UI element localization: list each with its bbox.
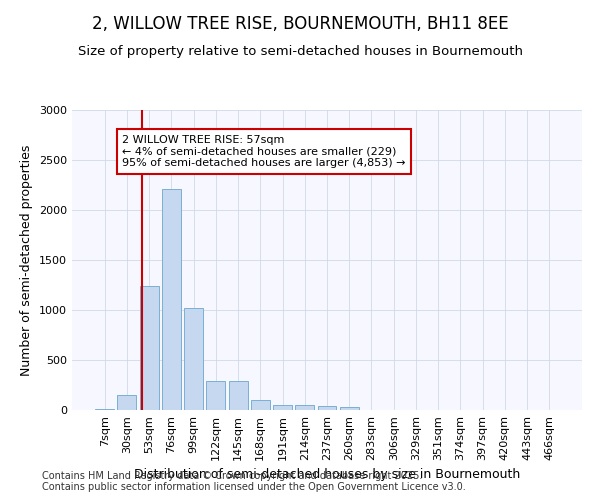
Y-axis label: Number of semi-detached properties: Number of semi-detached properties [20,144,34,376]
Bar [118,394,136,410]
Bar [340,407,359,410]
Text: 2, WILLOW TREE RISE, BOURNEMOUTH, BH11 8EE: 2, WILLOW TREE RISE, BOURNEMOUTH, BH11 8… [92,15,508,33]
Bar [184,308,203,410]
Text: 2 WILLOW TREE RISE: 57sqm
← 4% of semi-detached houses are smaller (229)
95% of : 2 WILLOW TREE RISE: 57sqm ← 4% of semi-d… [122,135,406,168]
Bar [251,400,270,410]
Bar [295,404,314,410]
Text: Contains HM Land Registry data © Crown copyright and database right 2025.
Contai: Contains HM Land Registry data © Crown c… [42,471,466,492]
Bar [273,404,292,410]
Bar [317,406,337,410]
Bar [95,408,114,410]
Bar [162,188,181,410]
X-axis label: Distribution of semi-detached houses by size in Bournemouth: Distribution of semi-detached houses by … [134,468,520,481]
Text: Size of property relative to semi-detached houses in Bournemouth: Size of property relative to semi-detach… [77,45,523,58]
Bar [206,380,225,410]
Bar [229,380,248,410]
Bar [140,286,158,410]
